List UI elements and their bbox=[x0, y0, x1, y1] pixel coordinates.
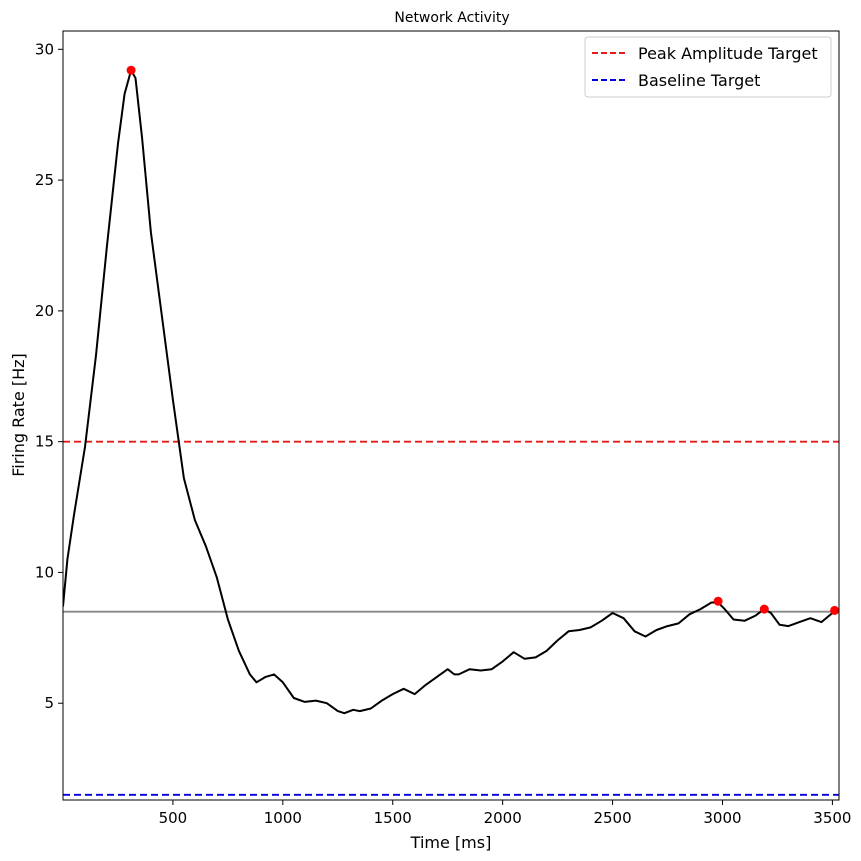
y-tick-label: 30 bbox=[35, 40, 54, 58]
legend-label-peak-target: Peak Amplitude Target bbox=[638, 44, 818, 63]
peak-marker bbox=[713, 596, 723, 606]
y-tick-label: 10 bbox=[35, 563, 54, 581]
x-tick-label: 2000 bbox=[484, 809, 522, 827]
peak-marker bbox=[830, 605, 840, 615]
y-tick-label: 20 bbox=[35, 302, 54, 320]
firing-rate-line bbox=[63, 69, 839, 715]
x-tick-label: 1000 bbox=[264, 809, 302, 827]
x-axis-label: Time [ms] bbox=[410, 833, 492, 852]
plot-frame bbox=[62, 30, 840, 801]
x-tick-label: 2500 bbox=[593, 809, 631, 827]
y-tick-label: 15 bbox=[35, 433, 54, 451]
peak-marker bbox=[759, 604, 769, 614]
peak-marker bbox=[126, 65, 136, 75]
x-tick-label: 500 bbox=[159, 809, 188, 827]
legend: Peak Amplitude Target Baseline Target bbox=[584, 36, 832, 98]
x-tick-label: 3500 bbox=[813, 809, 851, 827]
plot-area bbox=[63, 65, 840, 796]
legend-label-baseline-target: Baseline Target bbox=[638, 71, 760, 90]
x-tick-label: 1500 bbox=[374, 809, 412, 827]
chart-title: Network Activity bbox=[394, 10, 509, 26]
x-axis: 500 1000 1500 2000 2500 3000 3500 bbox=[159, 800, 851, 827]
y-tick-label: 25 bbox=[35, 171, 54, 189]
legend-box bbox=[584, 36, 832, 98]
x-tick-label: 3000 bbox=[703, 809, 741, 827]
y-axis: 5 10 15 20 25 30 bbox=[35, 40, 63, 712]
y-axis-label: Firing Rate [Hz] bbox=[9, 353, 28, 477]
y-tick-label: 5 bbox=[44, 694, 54, 712]
